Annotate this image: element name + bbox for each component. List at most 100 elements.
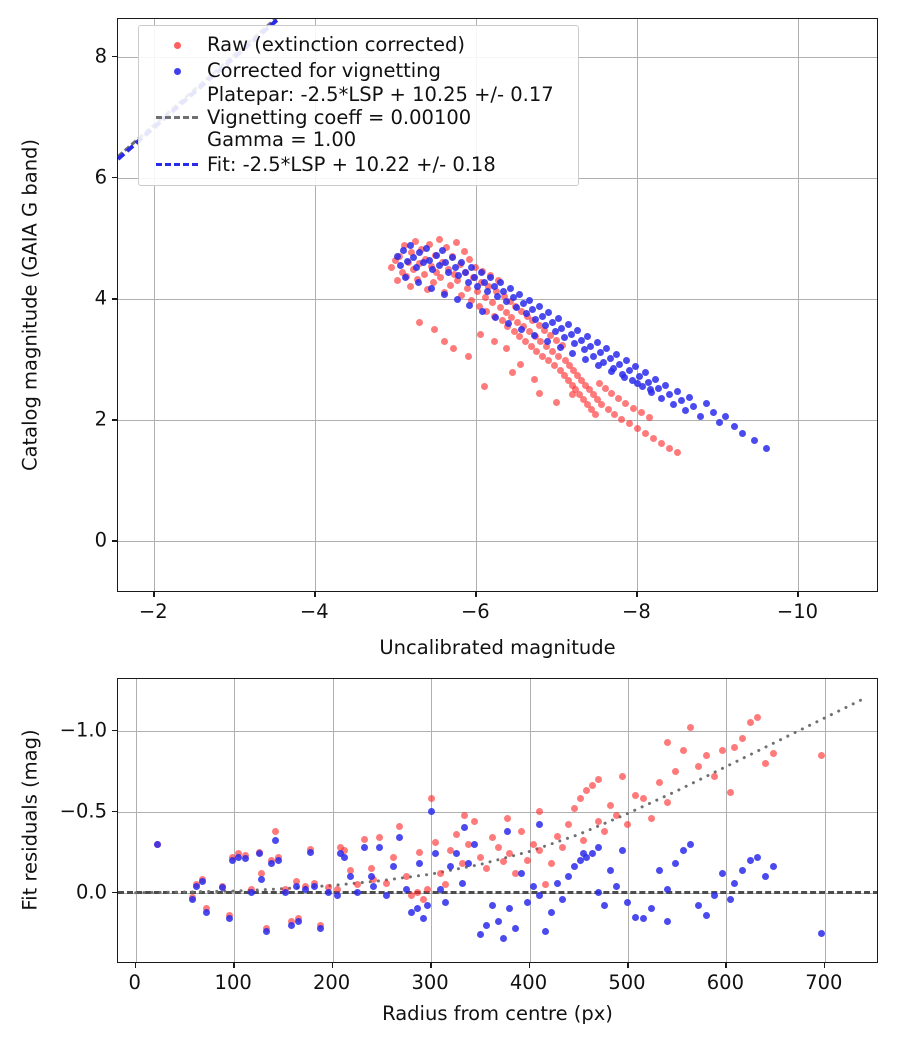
data-point-corrected	[583, 853, 591, 861]
x-tick-label: −10	[776, 600, 819, 623]
data-point-raw	[433, 268, 441, 276]
x-tick-label: 0	[128, 971, 141, 994]
data-point-raw	[388, 264, 396, 271]
data-point-corrected	[193, 882, 201, 890]
photometric-calibration-plot-area	[118, 19, 877, 591]
data-point-raw	[272, 827, 280, 835]
x-tick-mark	[725, 963, 727, 968]
data-point-raw	[608, 390, 616, 398]
data-point-raw	[629, 404, 637, 412]
data-point-corrected	[646, 386, 654, 394]
legend-label-fit: Fit: -2.5*LSP + 10.22 +/- 0.18	[207, 152, 496, 176]
gridline-vertical	[637, 19, 639, 591]
data-point-raw	[466, 256, 474, 264]
data-point-raw	[398, 268, 406, 276]
data-point-corrected	[512, 924, 520, 932]
data-point-corrected	[564, 320, 572, 328]
data-point-raw	[463, 284, 471, 292]
data-point-raw	[516, 333, 524, 341]
data-point-raw	[440, 337, 448, 345]
data-point-corrected	[448, 254, 456, 262]
data-point-corrected	[687, 840, 695, 848]
data-point-corrected	[479, 307, 487, 315]
data-point-raw	[711, 772, 719, 780]
data-point-corrected	[535, 892, 543, 900]
data-point-raw	[552, 336, 560, 344]
data-point-corrected	[726, 895, 734, 903]
data-point-corrected	[662, 381, 670, 389]
data-point-corrected	[353, 889, 361, 897]
data-point-corrected	[474, 283, 482, 291]
data-point-raw	[451, 271, 459, 279]
x-tick-label: 200	[312, 971, 351, 994]
data-point-corrected	[419, 915, 427, 923]
x-tick-label: −6	[460, 600, 490, 623]
data-point-raw	[390, 853, 398, 861]
data-point-raw	[473, 288, 481, 296]
x-tick-mark	[314, 592, 316, 597]
data-point-raw	[480, 383, 488, 391]
data-point-corrected	[459, 879, 467, 887]
data-point-corrected	[403, 257, 411, 265]
data-point-raw	[770, 749, 778, 757]
data-point-raw	[564, 376, 572, 384]
data-point-corrected	[696, 413, 704, 421]
data-point-raw	[541, 327, 549, 335]
data-point-raw	[592, 410, 600, 418]
data-point-raw	[461, 811, 469, 819]
data-point-raw	[423, 286, 431, 294]
data-point-corrected	[678, 397, 686, 405]
data-point-corrected	[482, 921, 490, 929]
data-point-corrected	[750, 437, 758, 445]
data-point-raw	[674, 449, 682, 457]
data-point-corrected	[513, 304, 521, 311]
data-point-corrected	[419, 259, 427, 267]
data-point-corrected	[519, 300, 527, 308]
data-point-raw	[621, 399, 629, 407]
data-point-corrected	[442, 898, 450, 906]
data-point-raw	[594, 818, 602, 825]
x-tick-label: 600	[706, 971, 745, 994]
data-point-raw	[506, 297, 514, 305]
data-point-corrected	[618, 847, 626, 855]
legend-marker-gray-dash-icon	[147, 107, 207, 129]
data-point-raw	[408, 249, 416, 257]
data-point-corrected	[376, 843, 384, 851]
legend-label-raw: Raw (extinction corrected)	[207, 32, 465, 56]
data-point-corrected	[762, 873, 770, 881]
data-point-corrected	[711, 892, 719, 900]
data-point-raw	[484, 283, 492, 291]
data-point-raw	[655, 779, 663, 787]
data-point-corrected	[569, 350, 577, 358]
data-point-raw	[593, 396, 601, 404]
data-point-corrected	[432, 850, 440, 858]
data-point-raw	[488, 834, 496, 842]
data-point-raw	[581, 381, 589, 389]
data-point-raw	[560, 371, 568, 379]
data-point-raw	[423, 886, 431, 893]
data-point-raw	[546, 331, 554, 339]
data-point-raw	[553, 832, 561, 840]
gridline-vertical	[726, 679, 728, 962]
data-point-corrected	[633, 380, 641, 388]
data-point-raw	[746, 719, 754, 727]
data-point-raw	[472, 264, 480, 271]
data-point-raw	[571, 805, 579, 813]
y-tick-mark	[112, 55, 117, 58]
data-point-raw	[574, 371, 582, 379]
data-point-raw	[396, 822, 404, 830]
data-point-raw	[671, 767, 679, 775]
data-point-raw	[430, 325, 438, 333]
data-point-corrected	[505, 319, 513, 327]
y-axis-label: Fit residuals (mag)	[18, 729, 42, 911]
data-point-raw	[554, 352, 562, 360]
data-point-raw	[535, 847, 543, 855]
data-point-corrected	[228, 856, 236, 864]
data-point-raw	[527, 342, 535, 350]
data-point-corrected	[589, 850, 597, 858]
data-point-raw	[412, 237, 420, 245]
data-point-raw	[407, 892, 415, 900]
data-point-raw	[426, 240, 434, 248]
data-point-corrected	[487, 273, 495, 281]
